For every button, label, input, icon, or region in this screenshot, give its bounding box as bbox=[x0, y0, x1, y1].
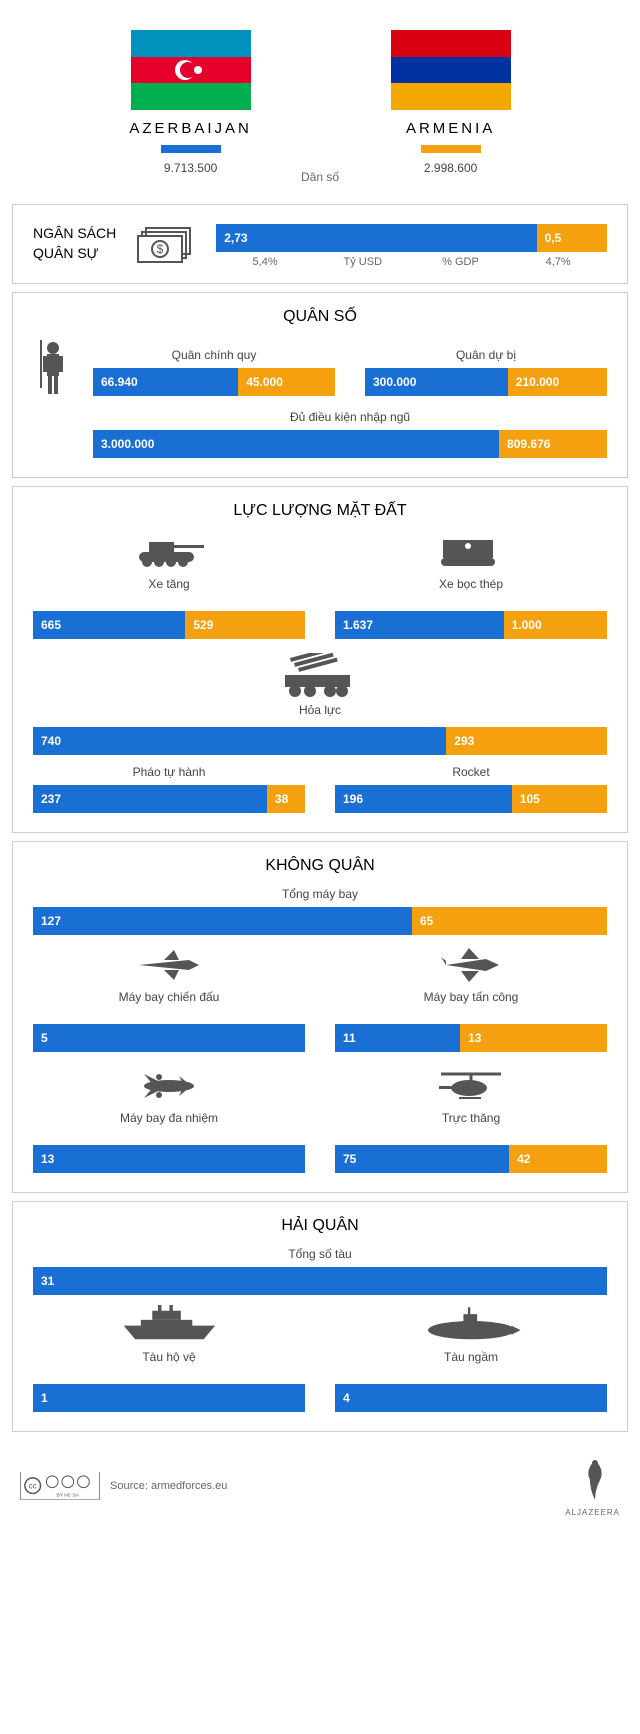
fighter-icon: Máy bay chiến đấu bbox=[33, 945, 305, 1010]
troops-reserve: Quân dự bị 300.000210.000 bbox=[365, 348, 607, 400]
header: AZERBAIJAN 9.713.500 ARMENIA 2.998.600 bbox=[0, 0, 640, 190]
soldier-icon bbox=[33, 338, 73, 398]
money-icon: $ bbox=[136, 224, 196, 264]
frigate-icon: Tàu hộ vệ bbox=[33, 1305, 305, 1370]
budget-bar-am: 0,5 bbox=[537, 224, 607, 252]
navy-title: HẢI QUÂN bbox=[33, 1217, 607, 1235]
population-az: 9.713.500 bbox=[129, 161, 252, 175]
air-title: KHÔNG QUÂN bbox=[33, 857, 607, 875]
country-armenia: ARMENIA 2.998.600 bbox=[391, 30, 511, 175]
flag-armenia bbox=[391, 30, 511, 110]
apc-icon: Xe bọc thép bbox=[335, 532, 607, 597]
svg-text:$: $ bbox=[157, 242, 164, 256]
section-air: KHÔNG QUÂN Tổng máy bay 12765 Máy bay ch… bbox=[12, 841, 628, 1193]
svg-text:BY NC SA: BY NC SA bbox=[56, 1493, 79, 1499]
country-name-am: ARMENIA bbox=[391, 120, 511, 137]
troops-title: QUÂN SỐ bbox=[33, 308, 607, 326]
section-troops: QUÂN SỐ Quân chính quy 66.94045.000 Quân… bbox=[12, 292, 628, 478]
color-bar-am bbox=[421, 145, 481, 153]
artillery-icon: Hỏa lực bbox=[33, 653, 607, 717]
budget-labels: 5,4% Tỷ USD % GDP 4,7% bbox=[216, 256, 607, 268]
aljazeera-logo: ALJAZEERA bbox=[565, 1455, 620, 1517]
source-text: Source: armedforces.eu bbox=[110, 1480, 227, 1492]
troops-fit: Đủ điều kiện nhập ngũ 3.000.000809.676 bbox=[93, 410, 607, 458]
ground-title: LỰC LƯỢNG MẶT ĐẤT bbox=[33, 502, 607, 520]
budget-title: NGÂN SÁCH QUÂN SỰ bbox=[33, 224, 116, 263]
cc-license-icon: cc BY NC SA bbox=[20, 1472, 100, 1500]
submarine-icon: Tàu ngầm bbox=[335, 1305, 607, 1370]
heli-icon: Trực thăng bbox=[335, 1066, 607, 1131]
attack-icon: Máy bay tấn công bbox=[335, 945, 607, 1010]
budget-bar: 2,73 0,5 bbox=[216, 224, 607, 252]
multirole-icon: Máy bay đa nhiệm bbox=[33, 1066, 305, 1131]
population-am: 2.998.600 bbox=[391, 161, 511, 175]
flag-azerbaijan bbox=[131, 30, 251, 110]
ground-artillery: Pháo tự hành 23738 bbox=[33, 765, 305, 817]
section-budget: NGÂN SÁCH QUÂN SỰ $ 2,73 0,5 5,4% Tỷ USD… bbox=[12, 204, 628, 284]
troops-active: Quân chính quy 66.94045.000 bbox=[93, 348, 335, 400]
footer: cc BY NC SA Source: armedforces.eu ALJAZE… bbox=[0, 1440, 640, 1532]
country-name-az: AZERBAIJAN bbox=[129, 120, 252, 137]
ground-rocket: Rocket 196105 bbox=[335, 765, 607, 817]
section-ground: LỰC LƯỢNG MẶT ĐẤT Xe tăng Xe bọc thép 66… bbox=[12, 486, 628, 833]
country-azerbaijan: AZERBAIJAN 9.713.500 bbox=[129, 30, 252, 175]
population-label: Dân số bbox=[0, 170, 640, 184]
tank-icon: Xe tăng bbox=[33, 532, 305, 597]
svg-text:cc: cc bbox=[29, 1482, 37, 1491]
budget-bar-az: 2,73 bbox=[216, 224, 536, 252]
section-navy: HẢI QUÂN Tổng số tàu 31 Tàu hộ vệ Tàu ng… bbox=[12, 1201, 628, 1432]
color-bar-az bbox=[161, 145, 221, 153]
